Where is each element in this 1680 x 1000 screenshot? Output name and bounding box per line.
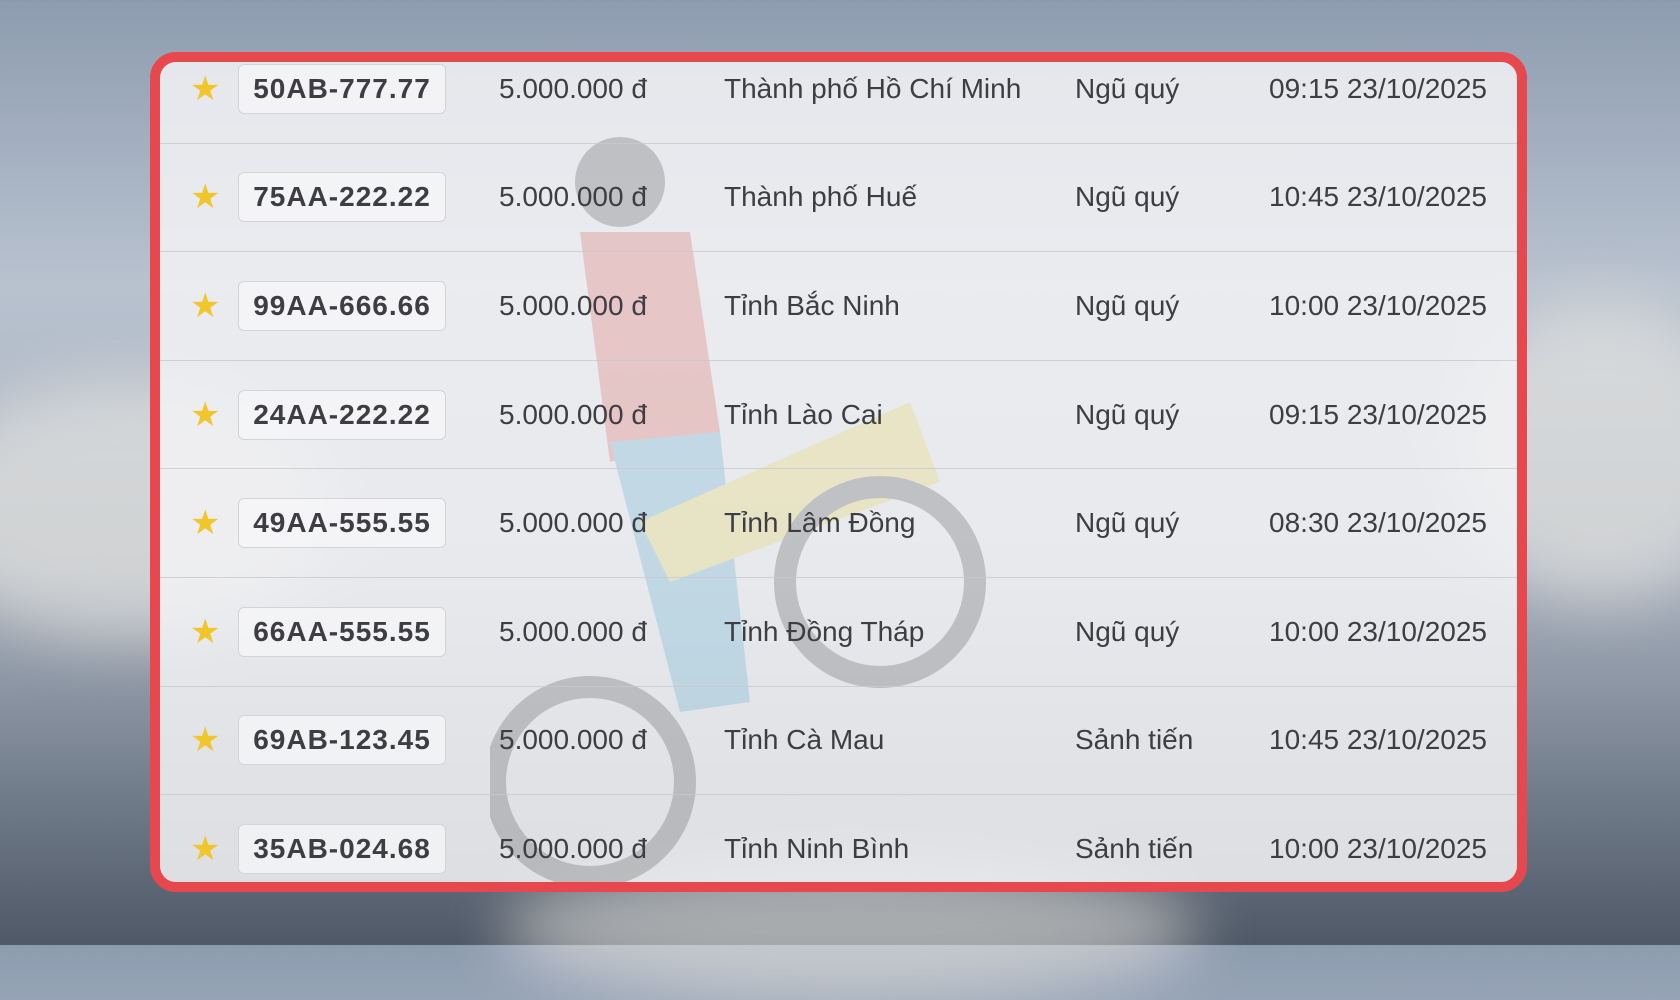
auction-time: 09:15 23/10/2025 xyxy=(1269,398,1487,430)
plate-type: Ngũ quý xyxy=(1075,72,1180,104)
plate-number: 50AB-777.77 xyxy=(238,63,446,114)
auction-time: 09:15 23/10/2025 xyxy=(1269,72,1487,104)
plate-type: Ngũ quý xyxy=(1075,398,1180,430)
plate-type: Ngũ quý xyxy=(1075,507,1180,539)
auction-time: 10:00 23/10/2025 xyxy=(1269,615,1487,647)
star-icon[interactable]: ★ xyxy=(190,504,221,543)
plate-type: Ngũ quý xyxy=(1075,181,1180,213)
auction-time: 10:45 23/10/2025 xyxy=(1269,181,1487,213)
table-row[interactable]: ★ 69AB-123.45 5.000.000 đ Tỉnh Cà Mau Sả… xyxy=(160,687,1517,796)
location: Thành phố Huế xyxy=(724,181,918,213)
star-icon[interactable]: ★ xyxy=(190,69,221,108)
location: Tỉnh Ninh Bình xyxy=(724,832,910,864)
star-icon[interactable]: ★ xyxy=(190,286,221,325)
location: Tỉnh Đồng Tháp xyxy=(724,615,925,647)
location: Thành phố Hồ Chí Minh xyxy=(724,72,1022,104)
price: 5.000.000 đ xyxy=(499,398,647,430)
plate-number: 49AA-555.55 xyxy=(238,498,446,549)
plate-list-panel: ★ 50AB-777.77 5.000.000 đ Thành phố Hồ C… xyxy=(150,52,1527,892)
price: 5.000.000 đ xyxy=(499,507,647,539)
table-row[interactable]: ★ 75AA-222.22 5.000.000 đ Thành phố Huế … xyxy=(160,144,1517,253)
plate-type: Sảnh tiến xyxy=(1075,724,1194,756)
plate-type: Sảnh tiến xyxy=(1075,832,1194,864)
auction-time: 10:45 23/10/2025 xyxy=(1269,724,1487,756)
plate-number: 99AA-666.66 xyxy=(238,280,446,331)
table-row[interactable]: ★ 99AA-666.66 5.000.000 đ Tỉnh Bắc Ninh … xyxy=(160,252,1517,361)
price: 5.000.000 đ xyxy=(499,289,647,321)
plate-number: 35AB-024.68 xyxy=(238,823,446,874)
table-row[interactable]: ★ 50AB-777.77 5.000.000 đ Thành phố Hồ C… xyxy=(160,62,1517,144)
location: Tỉnh Lâm Đồng xyxy=(724,507,916,539)
plate-number: 66AA-555.55 xyxy=(238,606,446,657)
table-row[interactable]: ★ 66AA-555.55 5.000.000 đ Tỉnh Đồng Tháp… xyxy=(160,578,1517,687)
star-icon[interactable]: ★ xyxy=(190,178,221,217)
auction-time: 10:00 23/10/2025 xyxy=(1269,289,1487,321)
price: 5.000.000 đ xyxy=(499,181,647,213)
auction-time: 08:30 23/10/2025 xyxy=(1269,507,1487,539)
location: Tỉnh Bắc Ninh xyxy=(724,289,900,321)
plate-type: Ngũ quý xyxy=(1075,615,1180,647)
plate-number: 75AA-222.22 xyxy=(238,172,446,223)
table-row[interactable]: ★ 49AA-555.55 5.000.000 đ Tỉnh Lâm Đồng … xyxy=(160,469,1517,578)
price: 5.000.000 đ xyxy=(499,615,647,647)
star-icon[interactable]: ★ xyxy=(190,612,221,651)
star-icon[interactable]: ★ xyxy=(190,721,221,760)
plate-number: 69AB-123.45 xyxy=(238,715,446,766)
location: Tỉnh Cà Mau xyxy=(724,724,885,756)
star-icon[interactable]: ★ xyxy=(190,395,221,434)
table-row[interactable]: ★ 35AB-024.68 5.000.000 đ Tỉnh Ninh Bình… xyxy=(160,795,1517,882)
price: 5.000.000 đ xyxy=(499,724,647,756)
price: 5.000.000 đ xyxy=(499,832,647,864)
price: 5.000.000 đ xyxy=(499,72,647,104)
star-icon[interactable]: ★ xyxy=(190,829,221,868)
plate-type: Ngũ quý xyxy=(1075,289,1180,321)
location: Tỉnh Lào Cai xyxy=(724,398,883,430)
plate-number: 24AA-222.22 xyxy=(238,389,446,440)
auction-time: 10:00 23/10/2025 xyxy=(1269,832,1487,864)
table-row[interactable]: ★ 24AA-222.22 5.000.000 đ Tỉnh Lào Cai N… xyxy=(160,361,1517,470)
plate-list[interactable]: ★ 50AB-777.77 5.000.000 đ Thành phố Hồ C… xyxy=(160,62,1517,882)
